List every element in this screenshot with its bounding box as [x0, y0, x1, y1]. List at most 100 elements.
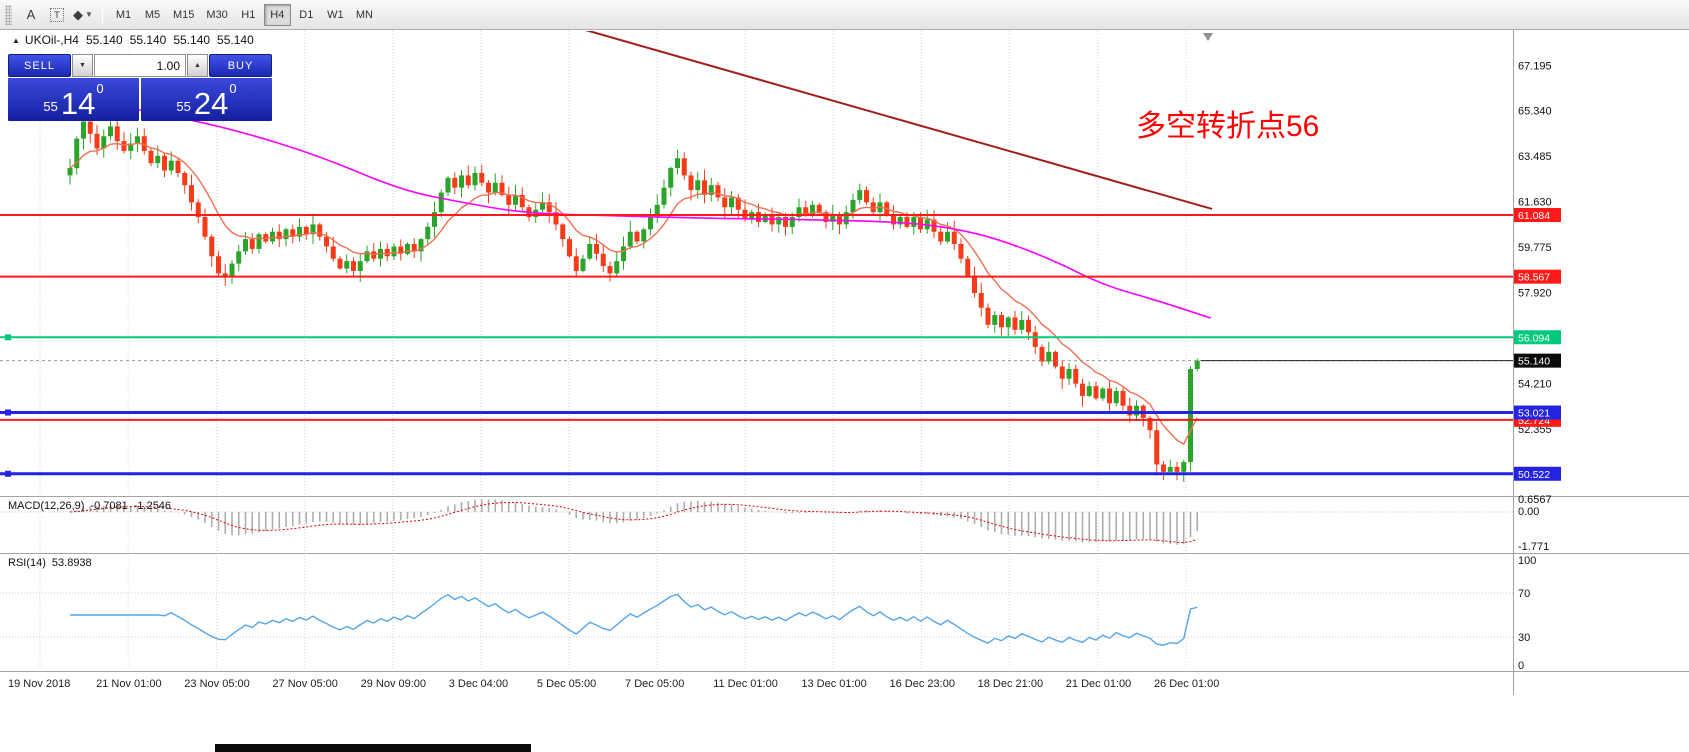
svg-text:52.355: 52.355 — [1518, 424, 1552, 436]
volume-up-button[interactable]: ▲ — [187, 54, 208, 77]
svg-text:7 Dec 05:00: 7 Dec 05:00 — [625, 678, 684, 690]
ohlc-open: 55.140 — [85, 33, 123, 47]
timeframe-h4-button[interactable]: H4 — [263, 3, 291, 26]
macd-value: -0.7081 — [90, 500, 128, 512]
time-axis[interactable]: 19 Nov 2018 21 Nov 01:00 23 Nov 05:00 27 No… — [8, 678, 1219, 690]
svg-text:56.094: 56.094 — [1518, 332, 1550, 344]
svg-text:0: 0 — [1518, 660, 1524, 672]
timeframe-h1-button[interactable]: H1 — [235, 4, 262, 26]
ask-big-figure: 55 — [176, 99, 191, 114]
macd-indicator-label: MACD(12,26,9) -0.7081 -1.2546 — [8, 500, 171, 512]
svg-text:27 Nov 05:00: 27 Nov 05:00 — [272, 678, 337, 690]
svg-text:54.210: 54.210 — [1518, 378, 1552, 390]
price-axis[interactable]: 67.195 65.340 63.485 61.630 59.775 57.920 54.2… — [1514, 60, 1561, 672]
macd-signal-value: -1.2546 — [133, 500, 172, 512]
svg-text:18 Dec 21:00: 18 Dec 21:00 — [978, 678, 1043, 690]
label-tool-button[interactable]: T — [44, 3, 70, 27]
timeframe-mn-button[interactable]: MN — [351, 4, 378, 26]
shapes-tool-button[interactable]: ◆ ▼ — [70, 3, 96, 27]
toolbar-separator — [102, 4, 103, 25]
svg-text:61.630: 61.630 — [1518, 197, 1552, 209]
taskbar-fragment — [215, 744, 531, 752]
svg-text:59.775: 59.775 — [1518, 242, 1552, 254]
bid-pips: 14 — [60, 86, 96, 121]
bid-point: 0 — [96, 81, 104, 96]
ohlc-high: 55.140 — [129, 33, 167, 47]
macd-name: MACD(12,26,9) — [8, 500, 85, 512]
macd-signal-line — [69, 501, 1198, 544]
text-tool-button[interactable]: A — [18, 3, 44, 27]
ma-fast-line — [69, 142, 1198, 446]
timeframe-toolbar: M1 M5 M15 M30 H1 H4 D1 W1 MN — [109, 3, 379, 26]
ohlc-low: 55.140 — [173, 33, 211, 47]
ask-pips: 24 — [193, 86, 229, 121]
volume-down-button[interactable]: ▼ — [72, 54, 93, 77]
svg-text:23 Nov 05:00: 23 Nov 05:00 — [184, 678, 249, 690]
svg-text:70: 70 — [1518, 588, 1530, 600]
svg-text:53.021: 53.021 — [1518, 408, 1550, 420]
timeframe-w1-button[interactable]: W1 — [322, 4, 349, 26]
svg-text:19 Nov 2018: 19 Nov 2018 — [8, 678, 70, 690]
scroll-end-marker-icon — [1203, 33, 1213, 41]
shapes-icon: ◆ — [73, 6, 84, 22]
chevron-down-icon: ▼ — [85, 10, 93, 19]
ma-slow-line — [69, 96, 1211, 319]
rsi-indicator-label: RSI(14) 53.8938 — [8, 557, 92, 569]
chart-text-annotation[interactable]: 多空转折点56 — [1136, 110, 1320, 143]
svg-text:52.724: 52.724 — [1518, 415, 1550, 427]
sell-button[interactable]: SELL — [8, 54, 71, 77]
timeframe-m5-button[interactable]: M5 — [139, 4, 166, 26]
svg-text:21 Dec 01:00: 21 Dec 01:00 — [1066, 678, 1131, 690]
arrow-up-icon: ▲ — [194, 62, 201, 69]
arrow-down-icon: ▼ — [79, 62, 86, 69]
svg-text:55.140: 55.140 — [1518, 356, 1550, 368]
symbol-ohlc-line: ▲ UKOil-,H4 55.140 55.140 55.140 55.140 — [12, 33, 254, 47]
main-toolbar: A T ◆ ▼ M1 M5 M15 M30 H1 H4 D1 W1 MN — [0, 0, 1689, 30]
svg-text:29 Nov 09:00: 29 Nov 09:00 — [361, 678, 426, 690]
toolbar-drag-handle[interactable] — [5, 4, 12, 25]
svg-text:26 Dec 01:00: 26 Dec 01:00 — [1154, 678, 1219, 690]
candles-layer — [67, 112, 1200, 482]
svg-text:16 Dec 23:00: 16 Dec 23:00 — [890, 678, 955, 690]
macd-histogram — [75, 499, 1199, 545]
svg-text:21 Nov 01:00: 21 Nov 01:00 — [96, 678, 161, 690]
svg-text:63.485: 63.485 — [1518, 151, 1552, 163]
svg-text:0.00: 0.00 — [1518, 506, 1539, 518]
volume-input[interactable] — [94, 54, 186, 77]
ohlc-close: 55.140 — [217, 33, 254, 47]
svg-text:0.6567: 0.6567 — [1518, 494, 1552, 506]
trend-line[interactable] — [585, 30, 1213, 210]
timeframe-m1-button[interactable]: M1 — [110, 4, 137, 26]
svg-text:50.522: 50.522 — [1518, 469, 1550, 481]
svg-text:5 Dec 05:00: 5 Dec 05:00 — [537, 678, 596, 690]
svg-text:67.195: 67.195 — [1518, 60, 1552, 72]
svg-text:30: 30 — [1518, 632, 1530, 644]
svg-text:100: 100 — [1518, 555, 1536, 567]
svg-text:57.920: 57.920 — [1518, 288, 1552, 300]
horizontal-level-lines[interactable] — [0, 214, 1513, 477]
svg-text:-1.771: -1.771 — [1518, 541, 1549, 553]
rsi-name: RSI(14) — [8, 557, 46, 569]
ask-point: 0 — [229, 81, 237, 96]
svg-text:11 Dec 01:00: 11 Dec 01:00 — [713, 678, 778, 690]
timeframe-m15-button[interactable]: M15 — [168, 4, 199, 26]
grid-lines — [39, 31, 1187, 670]
timeframe-m30-button[interactable]: M30 — [201, 4, 232, 26]
svg-text:3 Dec 04:00: 3 Dec 04:00 — [449, 678, 508, 690]
text-tool-icon: A — [26, 7, 36, 22]
bid-price-display[interactable]: 55 14 0 — [8, 78, 139, 121]
svg-text:65.340: 65.340 — [1518, 106, 1552, 118]
rsi-line — [70, 593, 1198, 646]
timeframe-d1-button[interactable]: D1 — [293, 4, 320, 26]
collapse-triangle-icon[interactable]: ▲ — [12, 36, 20, 45]
label-tool-icon: T — [50, 7, 64, 22]
symbol-name: UKOil-,H4 — [24, 33, 79, 47]
svg-text:61.084: 61.084 — [1518, 210, 1550, 222]
buy-button[interactable]: BUY — [209, 54, 272, 77]
svg-text:58.567: 58.567 — [1518, 272, 1550, 284]
rsi-value: 53.8938 — [51, 557, 92, 569]
ask-price-display[interactable]: 55 24 0 — [141, 78, 272, 121]
svg-text:13 Dec 01:00: 13 Dec 01:00 — [801, 678, 866, 690]
